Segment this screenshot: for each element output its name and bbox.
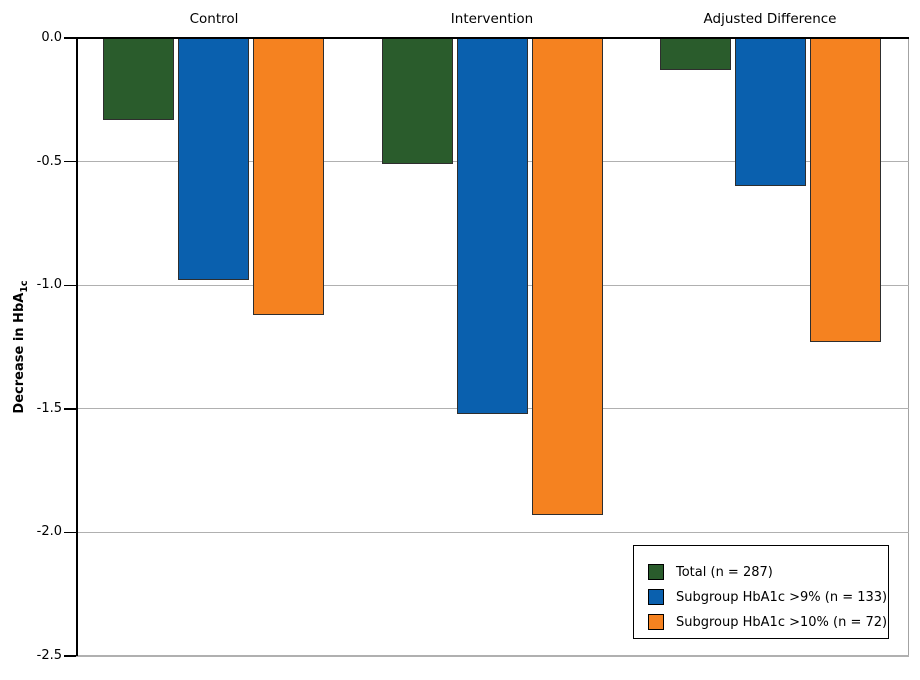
y-axis-tick <box>64 408 76 410</box>
bar-subgroup-gt10-intervention <box>531 38 603 516</box>
bar-total-adjusted-difference <box>660 38 731 71</box>
legend-swatch-subgroup-gt9 <box>648 589 664 605</box>
bar-subgroup-gt9-control <box>178 38 249 281</box>
y-axis-tick-label: -1.5 <box>36 400 62 416</box>
bar-subgroup-gt10-adjusted-difference <box>810 38 881 343</box>
legend-label-subgroup-gt10: Subgroup HbA1c >10% (n = 72) <box>676 614 888 630</box>
y-axis-tick <box>64 655 76 657</box>
legend-label-subgroup-gt9: Subgroup HbA1c >9% (n = 133) <box>676 589 888 605</box>
y-axis-tick <box>64 284 76 286</box>
bar-total-control <box>103 38 174 120</box>
legend-item-total: Total (n = 287) <box>648 563 773 581</box>
y-axis-tick <box>64 37 76 39</box>
bar-total-intervention <box>381 38 453 165</box>
legend-swatch-total <box>648 564 664 580</box>
zero-axis-line <box>76 37 909 40</box>
y-axis-tick-label: -0.5 <box>36 153 62 169</box>
y-axis-tick <box>64 160 76 163</box>
right-axis-spine <box>908 38 909 656</box>
legend-item-subgroup-gt9: Subgroup HbA1c >9% (n = 133) <box>648 588 887 606</box>
bar-subgroup-gt10-control <box>253 38 324 315</box>
y-axis-tick-label: -2.5 <box>36 648 62 663</box>
y-axis-tick-label: -1.0 <box>36 277 62 293</box>
legend-swatch-subgroup-gt10 <box>648 614 664 630</box>
y-axis-tick-label: -2.0 <box>36 524 62 540</box>
y-axis-title: Decrease in HbA1c <box>12 280 30 413</box>
bar-subgroup-gt9-intervention <box>456 38 528 414</box>
gridline <box>76 655 909 657</box>
category-label-adjusted-difference: Adjusted Difference <box>703 11 837 27</box>
y-axis-tick <box>64 531 76 534</box>
category-label-intervention: Intervention <box>450 11 534 27</box>
left-axis-spine <box>76 38 78 656</box>
y-axis-tick-label: 0.0 <box>41 30 62 45</box>
legend-item-subgroup-gt10: Subgroup HbA1c >10% (n = 72) <box>648 613 887 631</box>
legend: Total (n = 287) Subgroup HbA1c >9% (n = … <box>633 545 889 639</box>
plot-area <box>76 37 909 657</box>
y-axis-title-text: Decrease in HbA <box>12 292 28 414</box>
legend-label-total: Total (n = 287) <box>676 564 773 580</box>
category-label-control: Control <box>189 11 239 27</box>
bar-subgroup-gt9-adjusted-difference <box>735 38 806 187</box>
gridline <box>76 531 909 533</box>
